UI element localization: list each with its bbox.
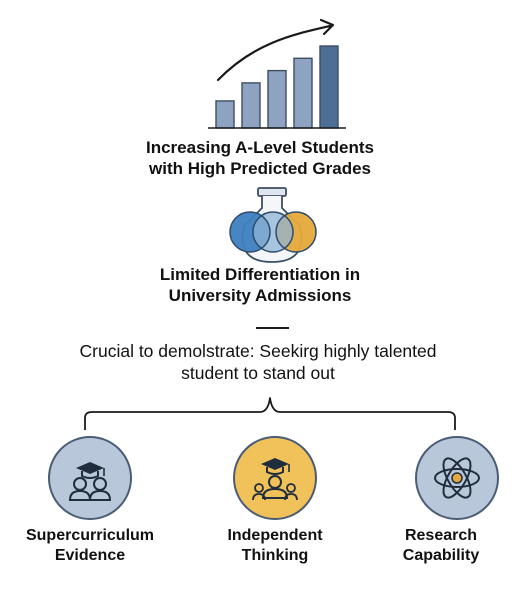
bar-1 [215,100,235,129]
pillar-1-line1: Supercurriculum [25,527,155,544]
divider [256,327,289,329]
middle-title: Limited Differentiation in University Ad… [100,264,420,306]
atom-icon [434,457,480,499]
pillar-2-line1: Independent [227,527,323,544]
statement-line2: student to stand out [181,363,335,383]
middle-title-line2: University Admissions [168,286,352,305]
venn-flask-icon [222,186,322,266]
graduation-thinker-icon [252,458,298,501]
middle-title-line1: Limited Differentiation in [159,265,361,284]
pillar-2-line2: Thinking [241,547,309,564]
top-title: Increasing A-Level Students with High Pr… [90,137,430,179]
pillar-label-independent: Independent Thinking [185,526,365,566]
independent-thinking-circle [233,436,317,520]
pillar-1-line2: Evidence [54,547,126,564]
graduation-students-icon [68,462,112,501]
rising-bar-chart-icon [200,12,350,130]
statement: Crucial to demolstrate: Seekirg highly t… [30,340,486,384]
bar-2 [241,82,261,129]
bar-5 [319,45,339,129]
supercurriculum-circle [48,436,132,520]
research-capability-circle [415,436,499,520]
pillar-label-supercurriculum: Supercurriculum Evidence [0,526,180,566]
top-title-line2: with High Predicted Grades [149,159,371,178]
pillar-3-line2: Capability [402,547,480,564]
bar-3 [267,69,287,129]
bar-4 [293,57,313,129]
pillar-label-research: Research Capability [366,526,516,566]
brace-connector [80,392,460,436]
pillar-3-line1: Research [404,527,478,544]
top-title-line1: Increasing A-Level Students [146,138,374,157]
statement-line1: Crucial to demolstrate: Seekirg highly t… [79,341,437,361]
